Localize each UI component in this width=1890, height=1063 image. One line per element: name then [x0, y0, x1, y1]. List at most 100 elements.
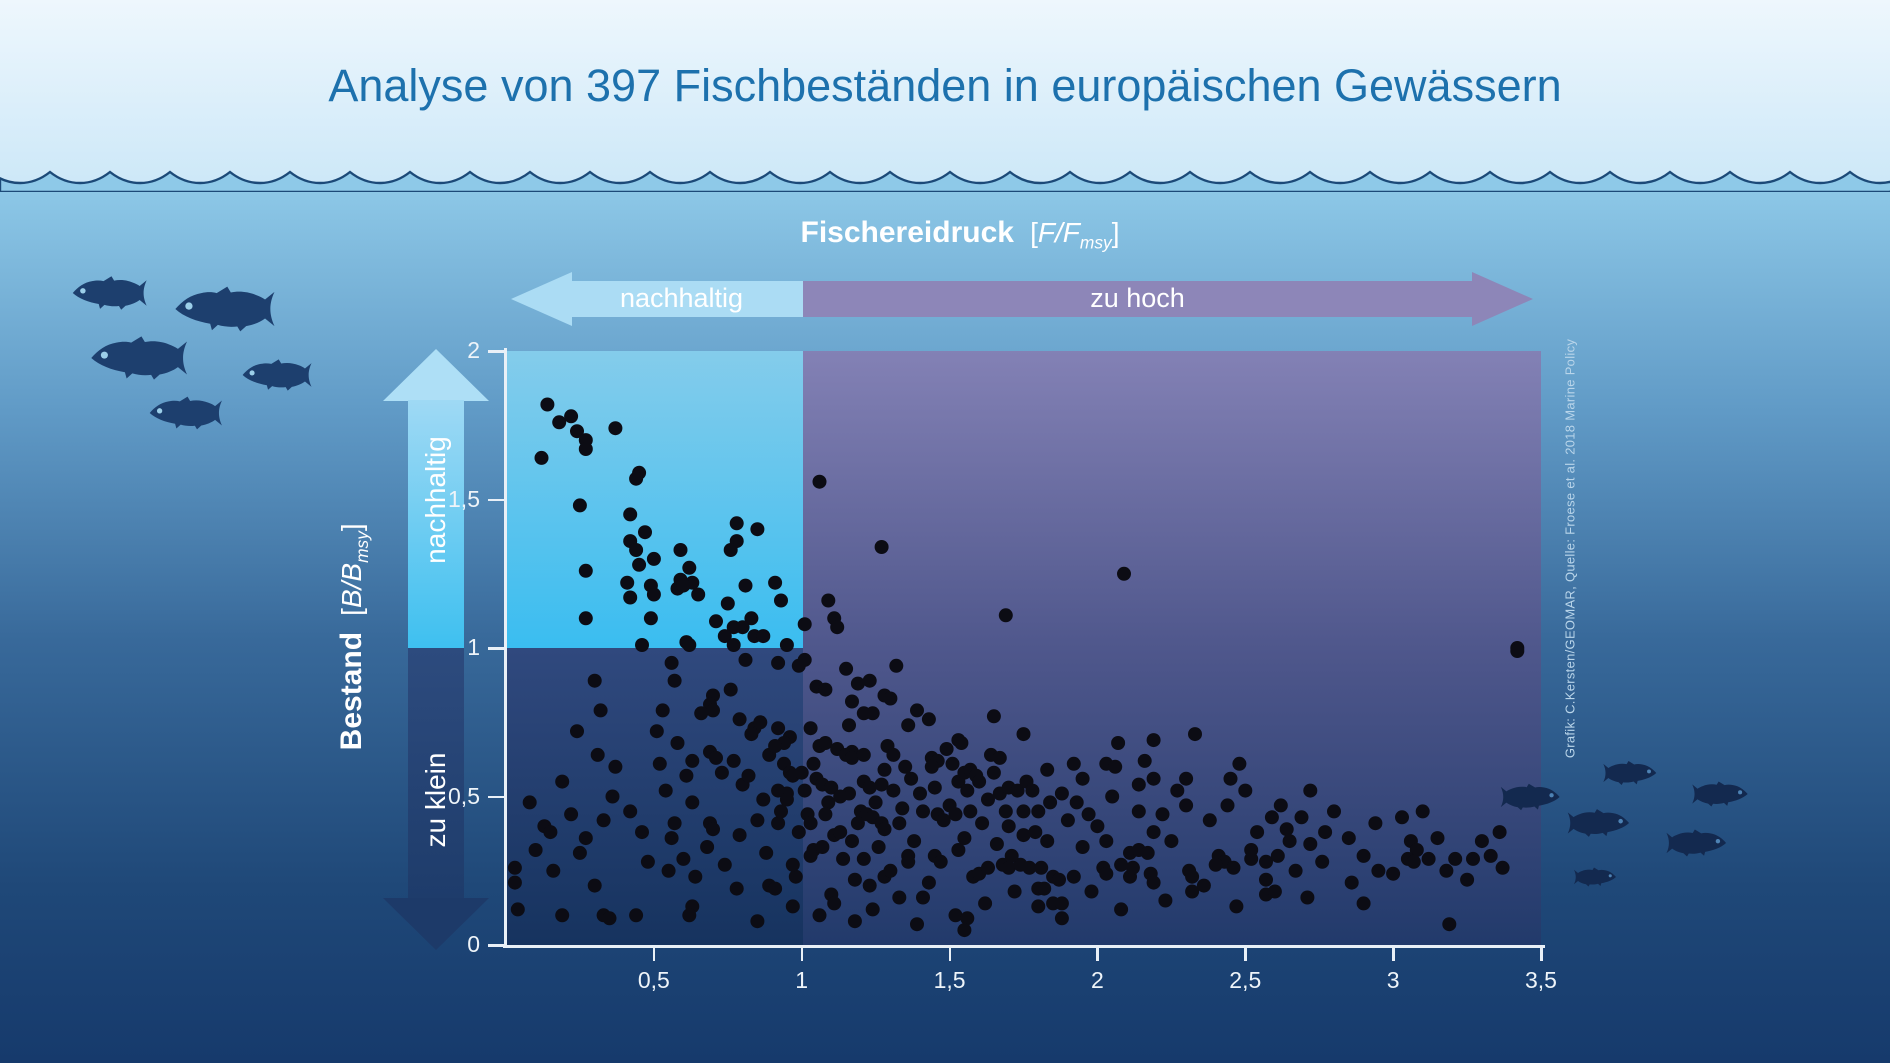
- fish-stock-point: [797, 652, 812, 667]
- fish-stock-point: [572, 498, 587, 513]
- fish-stock-point: [1259, 854, 1273, 869]
- fish-stock-point: [1430, 831, 1445, 846]
- fish-stock-point: [771, 655, 786, 670]
- fish-stock-point: [629, 471, 644, 486]
- fish-stock-point: [957, 831, 972, 846]
- fish-stock-point: [605, 789, 620, 804]
- fish-stock-point: [992, 750, 1007, 765]
- fish-stock-point: [1146, 825, 1161, 840]
- fish-stock-point: [676, 851, 691, 866]
- fish-stock-point: [726, 753, 741, 768]
- fish-stock-point: [1037, 881, 1052, 896]
- fish-stock-point: [1439, 863, 1454, 878]
- fish-stock-point: [862, 780, 877, 795]
- fish-stock-point: [723, 682, 738, 697]
- fish-stock-point: [679, 768, 694, 783]
- fish-stock-point: [818, 682, 833, 697]
- fish-stock-point: [845, 834, 859, 849]
- fish-stock-point: [732, 712, 747, 727]
- fish-stock-point: [998, 608, 1013, 623]
- fish-stock-point: [895, 801, 910, 816]
- fish-stock-point: [803, 721, 818, 736]
- arrow-healthy-segment: [408, 400, 464, 648]
- fish-stock-point: [771, 721, 786, 736]
- fish-stock-point: [1066, 869, 1081, 884]
- fish-stock-point: [1226, 860, 1241, 875]
- fish-stock-point: [785, 899, 800, 914]
- arrow-right-head-icon: [1472, 272, 1533, 326]
- fish-stock-point: [1016, 727, 1031, 742]
- fish-stock-point: [818, 807, 833, 822]
- y-tick: [488, 944, 505, 947]
- fish-stock-point: [862, 878, 877, 893]
- x-tick-label: 1: [795, 967, 809, 993]
- fish-stock-point: [608, 759, 623, 774]
- fish-stock-point: [1229, 899, 1244, 914]
- x-axis-formula: [F/Fmsy]: [1030, 217, 1120, 253]
- fish-stock-point: [546, 863, 561, 878]
- fish-stock-point: [1016, 828, 1031, 843]
- y-tick: [488, 647, 505, 650]
- arrow-down-head-icon: [383, 898, 489, 950]
- fish-stock-point: [845, 750, 859, 765]
- fish-stock-point: [803, 816, 818, 831]
- fish-stock-point: [812, 908, 827, 923]
- fish-stock-point: [1054, 911, 1069, 926]
- fish-stock-point: [744, 611, 759, 626]
- fish-stock-point: [883, 863, 898, 878]
- fish-stock-point: [1466, 851, 1480, 866]
- fish-stock-point: [1117, 566, 1131, 581]
- fish-stock-point: [572, 845, 587, 860]
- fish-stock-point: [818, 736, 833, 750]
- fish-stock-point: [667, 816, 682, 831]
- fish-stock-point: [1179, 771, 1194, 786]
- fish-stock-point: [732, 828, 747, 843]
- fish-stock-point: [723, 543, 738, 557]
- fish-stock-point: [868, 795, 883, 810]
- fish-stock-point: [916, 890, 930, 905]
- fish-stock-point: [1415, 804, 1430, 819]
- fish-stock-point: [945, 756, 960, 771]
- fish-stock-point: [981, 860, 995, 875]
- fish-stock-point: [564, 807, 579, 822]
- fish-stock-point: [1034, 860, 1049, 875]
- fish-stock-point: [1043, 795, 1058, 810]
- fish-stock-point: [682, 560, 697, 575]
- fish-stock-point: [874, 540, 889, 554]
- fish-stock-point: [830, 620, 845, 635]
- fish-stock-point: [629, 908, 644, 923]
- fish-stock-point: [640, 854, 655, 869]
- fish-stock-point: [1356, 896, 1371, 911]
- fish-stock-point: [845, 694, 859, 709]
- fish-stock-point: [768, 575, 783, 590]
- fish-stock-point: [714, 765, 729, 780]
- fish-stock-point: [738, 652, 753, 667]
- fish-stock-point: [883, 691, 898, 706]
- fish-stock-point: [738, 578, 753, 593]
- fish-stock-point: [1344, 875, 1359, 890]
- fish-stock-point: [655, 703, 670, 718]
- fish-stock-point: [1114, 857, 1129, 872]
- fish-stock-point: [1081, 807, 1096, 822]
- fish-stock-point: [510, 902, 525, 917]
- fish-stock-point: [759, 845, 774, 860]
- fish-stock-point: [658, 783, 673, 798]
- fish-stock-point: [643, 611, 658, 626]
- x-tick: [1244, 945, 1247, 961]
- fish-stock-point: [646, 587, 661, 602]
- fish-stock-point: [623, 804, 638, 819]
- fish-stock-point: [706, 822, 720, 837]
- fish-stock-point: [1185, 869, 1200, 884]
- fish-stock-point: [989, 837, 1004, 851]
- fish-stock-point: [1007, 884, 1022, 899]
- zone-label-nachhaltig-x: nachhaltig: [619, 283, 744, 313]
- data-points: [507, 397, 1525, 938]
- x-tick: [652, 945, 656, 961]
- fish-stock-point: [1421, 851, 1436, 866]
- fish-stock-point: [856, 851, 871, 866]
- fish-stock-point: [1288, 863, 1303, 878]
- y-tick-label: 2: [467, 337, 480, 363]
- fish-stock-point: [910, 917, 924, 932]
- fish-stock-point: [555, 774, 570, 789]
- fish-stock-point: [1341, 831, 1356, 846]
